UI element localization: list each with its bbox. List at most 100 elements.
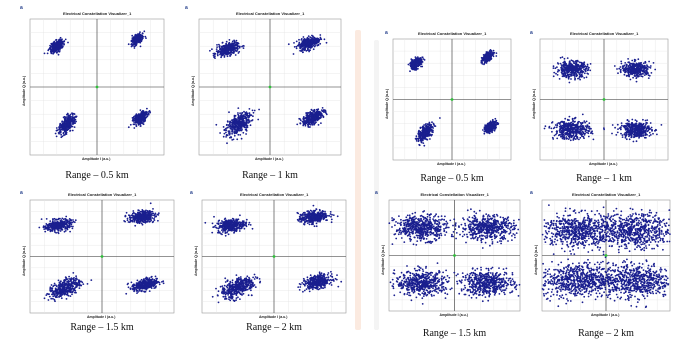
constellation-point <box>634 59 637 61</box>
constellation-point <box>482 59 485 61</box>
constellation-point <box>483 63 485 66</box>
constellation-point <box>232 42 235 45</box>
constellation-point <box>571 60 574 62</box>
constellation-point <box>59 122 62 125</box>
constellation-point <box>55 135 58 138</box>
constellation-point <box>486 53 489 56</box>
constellation-point <box>235 50 238 52</box>
constellation-point <box>317 43 320 46</box>
constellation-point <box>303 49 306 52</box>
constellation-point <box>230 47 233 50</box>
constellation-point <box>227 50 229 53</box>
constellation-point <box>215 48 218 50</box>
constellation-point <box>61 127 63 129</box>
constellation-point <box>619 68 622 71</box>
constellation-point <box>225 136 227 138</box>
constellation-point <box>144 111 147 114</box>
constellation-point <box>485 55 487 57</box>
constellation-point <box>246 126 249 129</box>
constellation-point <box>418 137 421 139</box>
constellation-point <box>483 55 485 58</box>
constellation-point <box>132 123 135 126</box>
constellation-point <box>428 124 431 126</box>
constellation-point <box>225 127 227 130</box>
constellation-point <box>415 140 418 142</box>
constellation-point <box>639 70 642 72</box>
constellation-point <box>312 113 315 116</box>
constellation-point <box>320 115 322 118</box>
constellation-point <box>579 74 582 77</box>
constellation-point <box>244 128 247 131</box>
constellation-point <box>555 72 557 75</box>
constellation-point <box>56 46 59 48</box>
constellation-point <box>490 121 492 124</box>
constellation-point <box>135 120 138 123</box>
constellation-point <box>249 124 252 127</box>
panel-tag: a <box>185 5 188 11</box>
constellation-point <box>302 116 305 118</box>
constellation-point <box>306 117 308 120</box>
constellation-point <box>71 114 74 116</box>
constellation-point <box>139 36 142 39</box>
constellation-point <box>423 130 426 132</box>
constellation-point <box>578 61 581 64</box>
constellation-point <box>625 65 628 68</box>
constellation-point <box>299 46 301 49</box>
constellation-point <box>64 123 67 125</box>
constellation-point <box>64 38 67 41</box>
constellation-point <box>571 66 573 69</box>
constellation-point <box>425 128 428 131</box>
constellation-point <box>648 66 650 68</box>
constellation-point <box>129 123 132 126</box>
constellation-point <box>417 140 420 143</box>
constellation-point <box>654 68 657 71</box>
constellation-point <box>428 126 430 129</box>
constellation-point <box>433 123 435 126</box>
constellation-point <box>634 75 636 78</box>
constellation-point <box>60 128 62 131</box>
constellation-point <box>559 62 562 65</box>
constellation-point <box>412 63 415 66</box>
constellation-point <box>65 128 67 131</box>
constellation-point <box>304 123 306 126</box>
constellation-point <box>630 66 633 69</box>
constellation-point <box>230 49 233 52</box>
constellation-point <box>553 71 556 74</box>
constellation-point <box>127 126 130 129</box>
constellation-point <box>552 65 555 68</box>
constellation-point <box>637 58 640 61</box>
constellation-point <box>313 40 316 43</box>
constellation-point <box>484 128 486 131</box>
constellation-point <box>223 48 225 51</box>
constellation-point <box>251 109 254 112</box>
constellation-point <box>312 120 315 123</box>
constellation-point <box>585 65 587 68</box>
constellation-point <box>300 49 303 52</box>
constellation-point <box>75 116 78 118</box>
constellation-point <box>306 49 309 51</box>
constellation-point <box>303 119 305 122</box>
constellation-point <box>299 118 301 120</box>
constellation-point <box>616 68 618 70</box>
constellation-point <box>641 75 644 78</box>
constellation-point <box>305 120 308 123</box>
constellation-point <box>418 129 420 132</box>
constellation-point <box>248 112 251 114</box>
constellation-point <box>589 69 592 72</box>
constellation-plot <box>539 38 669 161</box>
constellation-point <box>233 45 236 47</box>
constellation-point <box>421 61 424 63</box>
constellation-point <box>487 129 490 132</box>
constellation-point <box>493 129 496 132</box>
constellation-point <box>143 30 146 33</box>
constellation-point <box>573 62 575 65</box>
constellation-point <box>318 116 321 119</box>
constellation-point <box>426 123 429 125</box>
constellation-point <box>495 121 497 123</box>
constellation-point <box>242 120 245 123</box>
symbol-cluster <box>215 107 260 145</box>
constellation-point <box>415 135 418 138</box>
constellation-point <box>638 73 641 76</box>
constellation-point <box>219 53 221 56</box>
constellation-point <box>238 123 241 125</box>
